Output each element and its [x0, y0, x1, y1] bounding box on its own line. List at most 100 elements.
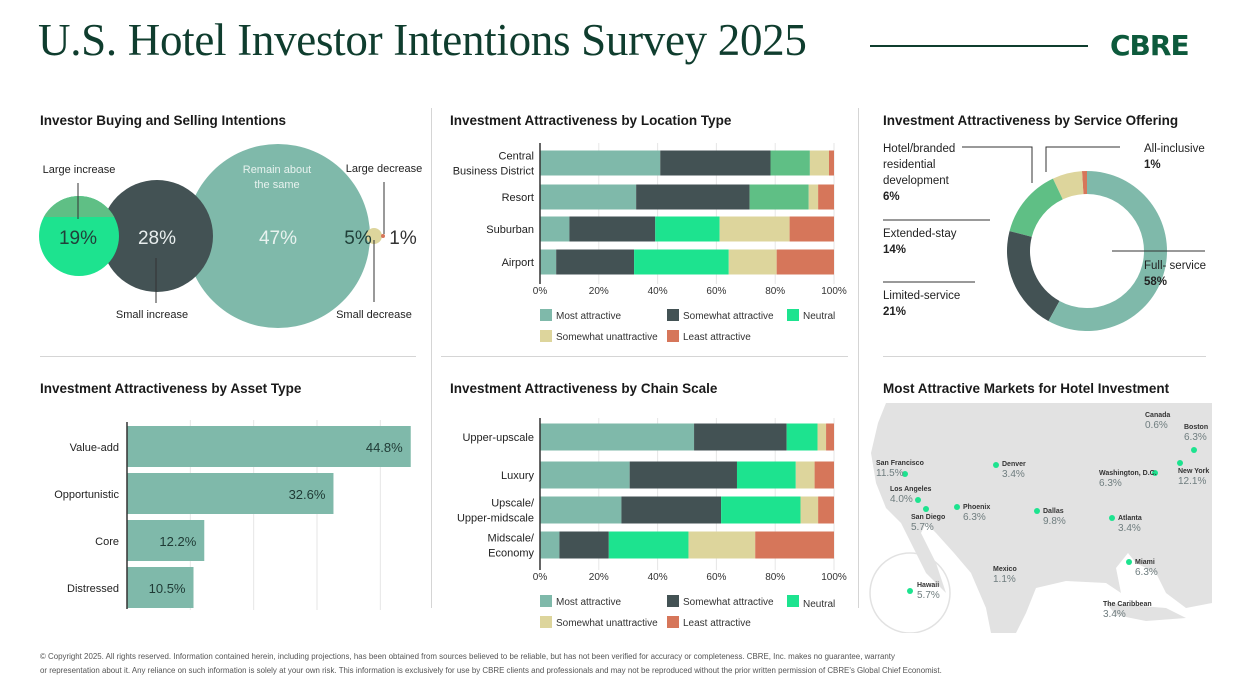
- bar-segment-least-attractive: [755, 531, 834, 559]
- legend-label: Somewhat unattractive: [556, 618, 658, 629]
- legend-swatch: [787, 595, 799, 607]
- market-value: 1.1%: [993, 574, 1016, 585]
- bar-segment-neutral: [655, 216, 720, 242]
- panel-title-chain-scale: Investment Attractiveness by Chain Scale: [450, 381, 718, 396]
- cbre-logo: CBRE: [1110, 29, 1190, 62]
- tick-label: 80%: [765, 572, 785, 583]
- value-label: 47%: [259, 228, 297, 249]
- bar-segment-somewhat-attractive: [660, 150, 771, 176]
- data-label: 44.8%: [366, 440, 403, 455]
- tick-label: 40%: [648, 286, 668, 297]
- bar-segment-somewhat-attractive: [694, 423, 787, 451]
- slice-name: Extended-stay: [883, 228, 957, 240]
- market-label: Los Angeles 4.0%: [890, 485, 931, 505]
- market-label: San Francisco 11.5%: [876, 459, 924, 479]
- panel-title-service-offering: Investment Attractiveness by Service Off…: [883, 113, 1179, 128]
- market-value: 9.8%: [1043, 516, 1066, 527]
- tick-label: 40%: [648, 572, 668, 583]
- category-label: Large increase: [43, 164, 116, 176]
- bar-segment-somewhat-attractive: [621, 496, 722, 524]
- market-label: Boston 6.3%: [1184, 423, 1208, 443]
- category-label: Large decrease: [346, 163, 422, 175]
- asset-bar: [127, 520, 205, 561]
- market-dot: [993, 462, 999, 468]
- market-value: 6.3%: [1099, 478, 1122, 489]
- bar-segment-neutral: [770, 150, 810, 176]
- market-name: Miami: [1135, 559, 1155, 566]
- donut-slice-limited-service: [1007, 231, 1060, 322]
- legend-label: Neutral: [803, 599, 835, 610]
- bar-segment-somewhat-attractive: [569, 216, 656, 242]
- category-label: Distressed: [67, 583, 119, 595]
- market-name: Los Angeles: [890, 486, 932, 493]
- category-label: Core: [95, 536, 119, 548]
- hawaii-inset: [869, 552, 951, 633]
- category-label-line: Remain about: [243, 164, 312, 176]
- tick-label: 60%: [706, 572, 726, 583]
- market-label: New York 12.1%: [1178, 467, 1209, 487]
- market-value: 6.3%: [1184, 432, 1207, 443]
- bar-segment-most-attractive: [540, 531, 560, 559]
- north-america-map: [869, 403, 1212, 633]
- donut-slice-extended-stay: [1009, 178, 1063, 237]
- bar-segment-least-attractive: [814, 461, 834, 489]
- market-dot: [954, 504, 960, 510]
- market-label: Phoenix 6.3%: [963, 503, 990, 523]
- bar-segment-most-attractive: [540, 216, 570, 242]
- bar-segment-most-attractive: [540, 496, 622, 524]
- legend-label: Somewhat attractive: [683, 597, 774, 608]
- market-label: Denver 3.4%: [1002, 460, 1026, 480]
- bar-segment-least-attractive: [829, 150, 834, 176]
- bar-segment-most-attractive: [540, 423, 695, 451]
- tick-label: 0%: [533, 572, 548, 583]
- category-label: Luxury: [501, 470, 535, 482]
- column-divider: [858, 108, 859, 608]
- bar-segment-neutral: [736, 461, 796, 489]
- category-label-line: Upscale/: [491, 498, 535, 510]
- market-name: The Caribbean: [1103, 601, 1152, 608]
- bar-segment-somewhat-unattractive: [809, 150, 830, 176]
- bubble-remain-same: [186, 144, 370, 328]
- bar-segment-most-attractive: [540, 184, 637, 210]
- bar-segment-most-attractive: [540, 249, 557, 275]
- category-label-line: Airport: [502, 257, 534, 269]
- market-dot: [1191, 447, 1197, 453]
- value-label: 19%: [59, 228, 97, 249]
- tick-label: 100%: [821, 572, 847, 583]
- donut-slice-all-inclusive: [1081, 171, 1087, 195]
- market-label: Miami 6.3%: [1135, 558, 1158, 578]
- category-label: Opportunistic: [54, 489, 119, 501]
- legend-label: Least attractive: [683, 618, 751, 629]
- bar-segment-neutral: [749, 184, 809, 210]
- category-label-line: Central: [499, 151, 534, 163]
- category-label: Upper-upscale: [462, 432, 534, 444]
- market-label: San Diego 5.7%: [911, 513, 945, 533]
- slice-value: 21%: [883, 306, 907, 318]
- market-value: 4.0%: [890, 494, 913, 505]
- legend-swatch: [540, 330, 552, 342]
- market-value: 3.4%: [1103, 609, 1126, 620]
- data-label: 10.5%: [149, 581, 186, 596]
- market-name: San Francisco: [876, 460, 924, 467]
- legend-swatch: [667, 330, 679, 342]
- slice-value: 6%: [883, 191, 900, 203]
- category-label-line: Midscale/: [488, 533, 535, 545]
- slice-value: 1%: [1144, 159, 1161, 171]
- row-divider: [883, 356, 1206, 357]
- tick-label: 20%: [589, 286, 609, 297]
- market-label: Mexico 1.1%: [993, 565, 1017, 585]
- market-dot: [907, 588, 913, 594]
- market-name: Atlanta: [1118, 515, 1142, 522]
- donut-slice-hotel-branded-residential-development: [1052, 171, 1084, 200]
- legend-label: Most attractive: [556, 311, 621, 322]
- slice-name: Full- service: [1144, 260, 1206, 272]
- slice-name: Limited-service: [883, 290, 961, 302]
- category-label: Central Business District: [453, 151, 534, 178]
- bar-segment-most-attractive: [540, 150, 661, 176]
- market-value: 5.7%: [917, 590, 940, 601]
- bar-segment-somewhat-unattractive: [728, 249, 777, 275]
